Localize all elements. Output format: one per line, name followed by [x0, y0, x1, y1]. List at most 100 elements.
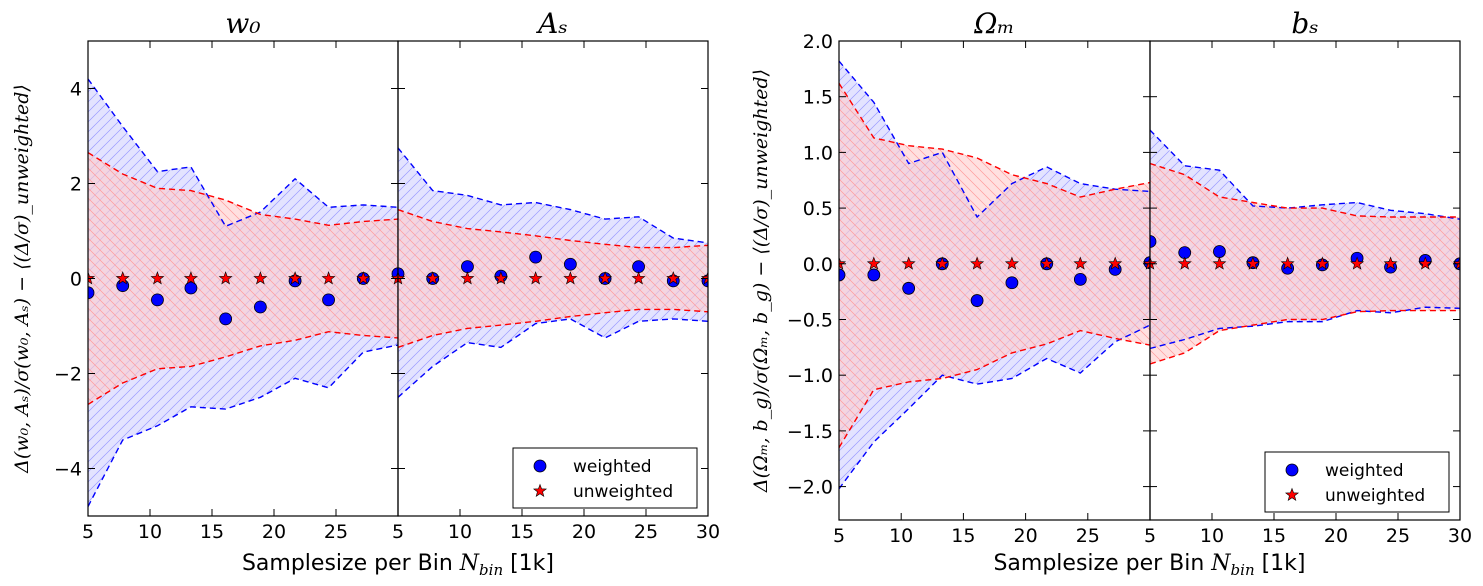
x-tick-label: 10	[1200, 525, 1224, 547]
unweighted-point	[425, 271, 440, 285]
y-tick-label: −2.0	[787, 477, 833, 499]
x-tick-label: 30	[1448, 525, 1472, 547]
unweighted-point	[390, 271, 398, 285]
x-tick-label: 25	[1386, 525, 1410, 547]
unweighted-point	[1073, 256, 1088, 270]
x-tick-label: 15	[1262, 525, 1286, 547]
unweighted-point	[970, 256, 985, 270]
weighted-point	[253, 300, 267, 314]
x-axis-label-math-n: N	[459, 551, 480, 576]
x-axis-label: Samplesize per Bin Nbin [1k]	[242, 551, 554, 579]
unweighted-lower-line	[839, 329, 1150, 448]
unweighted-point	[1212, 256, 1227, 270]
weighted-point	[632, 260, 645, 274]
unweighted-point	[598, 271, 613, 285]
weighted-point	[839, 268, 846, 282]
unweighted-band-hatch	[398, 209, 708, 348]
plot-area	[1150, 129, 1460, 365]
y-axis-label: Δ(w₀, Aₛ)/σ(w₀, Aₛ) − ⟨(Δ/σ)_unweighted⟩	[11, 84, 33, 474]
subplot-frame	[1149, 40, 1461, 521]
x-tick-label: 20	[1014, 525, 1038, 547]
unweighted-point	[563, 271, 578, 285]
y-tick-label: 2	[70, 174, 82, 196]
unweighted-lower-line	[1150, 309, 1460, 365]
weighted-point	[322, 293, 335, 307]
weighted-point	[970, 294, 984, 307]
x-tick-label: 10	[889, 525, 913, 547]
weighted-point	[902, 281, 916, 295]
x-tick-label: 25	[634, 521, 658, 543]
legend-weighted-marker	[533, 459, 547, 473]
unweighted-point	[1280, 256, 1295, 270]
legend-weighted-marker	[1285, 463, 1299, 477]
legend-box	[512, 447, 698, 509]
unweighted-point	[1245, 256, 1260, 270]
x-tick-label: 20	[262, 521, 286, 543]
y-tick-label: −4	[54, 459, 82, 481]
unweighted-point	[218, 271, 233, 285]
y-tick-label: −0.5	[787, 309, 833, 331]
subplot-right-1: 5 10 15 20 25 Ωₘ	[833, 7, 1151, 547]
y-tick-label: −1.5	[787, 421, 833, 443]
weighted-upper-line	[839, 60, 1150, 219]
y-tick-label: 1.0	[803, 142, 833, 164]
weighted-lower-line	[398, 318, 708, 398]
unweighted-band-hatch	[88, 152, 398, 405]
weighted-point	[1073, 272, 1087, 286]
chart-panel-left: 5 10 15 20 25 w₀ 5 10 15 20 25 30 Aₛ −4 −2 0 2 4 Δ(w₀, Aₛ)…	[11, 7, 720, 579]
unweighted-band-hatch	[839, 83, 1150, 448]
unweighted-point	[1452, 256, 1460, 270]
x-axis-label-math-sub: bin	[479, 561, 503, 579]
subplot-right-2: 5 10 15 20 25 30 bₛ	[1144, 7, 1472, 547]
weighted-upper-line	[88, 78, 398, 228]
unweighted-point	[460, 271, 475, 285]
unweighted-point	[631, 271, 646, 285]
subplot-title: w₀	[225, 7, 260, 40]
chart-panel-right: 5 10 15 20 25 Ωₘ 5 10 15 20 25 30 bₛ −2.0 −1.5 −1.0 −0.5…	[750, 7, 1472, 579]
subplot-title: bₛ	[1291, 7, 1318, 40]
x-tick-label: 10	[448, 521, 472, 543]
unweighted-point	[901, 256, 916, 270]
legend-unweighted-marker	[532, 483, 548, 498]
y-tick-label: 0.0	[803, 254, 833, 276]
x-tick-label: 15	[951, 525, 975, 547]
unweighted-point	[1004, 256, 1019, 270]
unweighted-point	[1150, 256, 1158, 270]
unweighted-point	[839, 256, 847, 270]
unweighted-point	[1108, 256, 1123, 270]
legend-unweighted-label: unweighted	[1325, 486, 1425, 506]
plot-area	[839, 60, 1150, 490]
unweighted-point	[1142, 256, 1150, 270]
unweighted-point	[528, 271, 543, 285]
weighted-point	[88, 286, 95, 300]
y-tick-label: 2.0	[803, 31, 833, 53]
unweighted-point	[150, 271, 165, 285]
unweighted-point	[1383, 256, 1398, 270]
y-tick-label: 4	[70, 79, 82, 101]
unweighted-point	[866, 256, 881, 270]
x-tick-label: 20	[572, 521, 596, 543]
legend-unweighted-label: unweighted	[573, 482, 673, 502]
x-axis-label-suffix: [1k]	[1255, 551, 1306, 576]
unweighted-point	[1418, 256, 1433, 270]
legend-box	[1264, 451, 1450, 513]
y-tick-label: 1.5	[803, 87, 833, 109]
x-axis-label-math-sub: bin	[1231, 561, 1255, 579]
y-tick-label: −1.0	[787, 365, 833, 387]
weighted-lower-line	[839, 324, 1150, 490]
unweighted-point	[1177, 256, 1192, 270]
unweighted-point	[700, 271, 708, 285]
unweighted-point	[321, 271, 336, 285]
unweighted-upper-line	[88, 152, 398, 227]
legend-weighted-label: weighted	[1325, 461, 1404, 481]
unweighted-point	[1039, 256, 1054, 270]
plot-area	[398, 147, 708, 398]
unweighted-lower-line	[398, 308, 708, 349]
unweighted-upper-line	[398, 208, 708, 249]
weighted-point	[1005, 276, 1019, 290]
unweighted-point	[88, 271, 96, 285]
x-axis-label-suffix: [1k]	[503, 551, 554, 576]
weighted-point	[1213, 245, 1226, 258]
x-axis-label-math-n: N	[1210, 551, 1231, 576]
